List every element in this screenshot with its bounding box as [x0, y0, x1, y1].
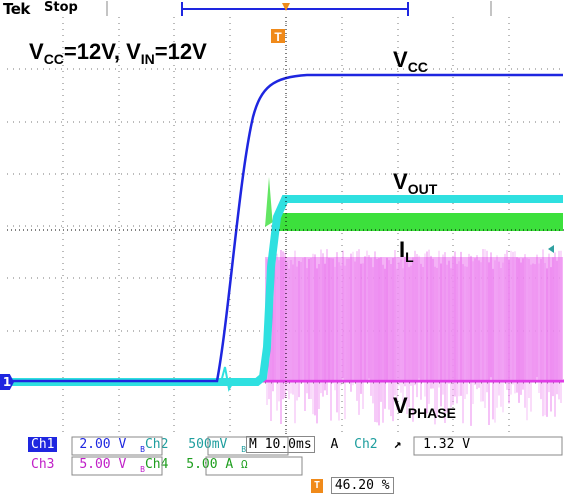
ch3-vphase-trace [7, 249, 564, 426]
vcc-label: VCC [393, 47, 428, 75]
top-bar: Tek Stop [0, 0, 564, 18]
trigger-level[interactable]: 1.32 V [423, 437, 471, 452]
trigger-position-readout[interactable]: T 46.20 % [311, 477, 394, 496]
svg-text:T: T [274, 30, 282, 44]
ch3-scale[interactable]: 5.00 V [79, 457, 127, 472]
scope-graticule: T VCC=12V, VIN=12V VCC VOUT IL VPHASE [7, 17, 564, 435]
vout-label: VOUT [393, 169, 438, 197]
ch4-scale[interactable]: 5.00 A [186, 457, 234, 472]
trigger-position-marker[interactable]: T [271, 29, 285, 44]
ch1-ground-marker[interactable]: 1 [0, 374, 14, 390]
waveform-display[interactable]: T VCC=12V, VIN=12V VCC VOUT IL VPHASE [7, 17, 564, 435]
status-row-2: Ch3 5.00 V BCh4 5.00 A Ω [28, 457, 328, 477]
ch4-label[interactable]: Ch4 [144, 457, 169, 472]
ch1-vcc-trace [7, 73, 563, 383]
ch2-label[interactable]: Ch2 [144, 437, 169, 452]
run-state: Stop [44, 0, 78, 15]
trigger-level-arrow[interactable] [548, 245, 554, 253]
ch2-vout-trace [7, 195, 563, 392]
test-condition-title: VCC=12V, VIN=12V [29, 39, 207, 67]
record-length-bar [106, 1, 492, 16]
ch2-scale[interactable]: 500mV [188, 437, 228, 452]
ch4-il-trace [265, 177, 563, 231]
ohm-icon: Ω [241, 458, 248, 471]
ch1-scale[interactable]: 2.00 V [79, 437, 127, 452]
ch1-label[interactable]: Ch1 [28, 437, 58, 452]
trigger-t-icon: T [311, 478, 323, 493]
vphase-label: VPHASE [393, 393, 456, 421]
trigger-mode[interactable]: A [330, 437, 339, 452]
timebase[interactable]: M 10.0ms [246, 436, 315, 453]
il-label: IL [399, 237, 414, 265]
ch3-label[interactable]: Ch3 [31, 457, 55, 472]
brand-logo: Tek [3, 0, 30, 18]
rising-edge-icon: ↗ [393, 437, 402, 452]
trigger-source[interactable]: Ch2 [354, 437, 378, 452]
